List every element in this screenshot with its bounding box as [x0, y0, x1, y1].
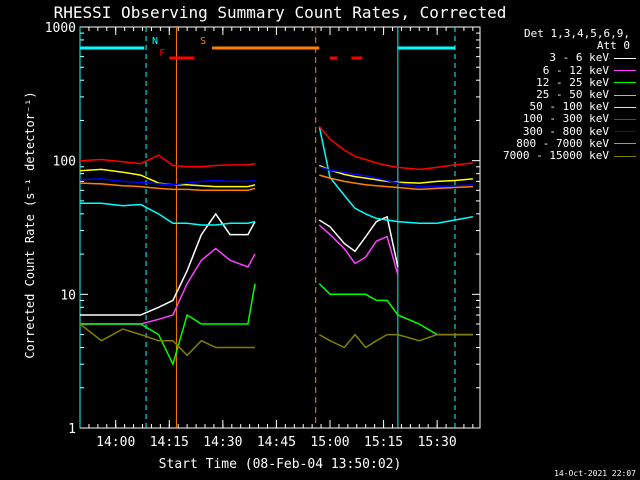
legend-label: 3 - 6 keV [549, 51, 609, 65]
legend-item: 25 - 50 keV [488, 88, 636, 102]
legend-swatch [614, 131, 636, 133]
series-line [318, 333, 473, 349]
x-tick-label: 15:30 [418, 435, 457, 450]
status-label: N [152, 36, 158, 47]
legend-item: 6 - 12 keV [488, 63, 636, 77]
series-line [318, 126, 474, 225]
series-line [80, 283, 256, 367]
legend-header-line2: Att 0 [596, 39, 630, 53]
legend-swatch [614, 106, 636, 108]
legend-swatch [614, 143, 636, 145]
legend-label: 100 - 300 keV [522, 112, 609, 126]
legend-item: 100 - 300 keV [488, 113, 636, 125]
legend-label: 12 - 25 keV [536, 75, 609, 89]
legend-swatch [614, 82, 636, 84]
y-tick-label: 10 [60, 288, 76, 303]
legend-item: 300 - 800 keV [488, 124, 636, 138]
legend-swatch [614, 70, 636, 72]
legend-label: 6 - 12 keV [542, 63, 609, 77]
x-tick-label: 14:00 [96, 435, 135, 450]
legend-item: 800 - 7000 keV [488, 136, 636, 150]
legend-swatch [614, 119, 636, 121]
series-line [319, 166, 473, 188]
legend-item: 7000 - 15000 keV [488, 149, 636, 163]
x-tick-label: 15:00 [310, 435, 349, 450]
status-label: F [159, 48, 165, 59]
legend-item: 50 - 100 keV [488, 101, 636, 113]
series-line [318, 224, 399, 276]
status-label: S [200, 36, 206, 47]
x-axis-label: Start Time (08-Feb-04 13:50:02) [159, 457, 402, 472]
series-line [79, 178, 256, 186]
series-line [79, 323, 255, 357]
series-line [80, 212, 256, 316]
x-tick-label: 14:15 [150, 435, 189, 450]
legend-item: 12 - 25 keV [488, 75, 636, 89]
legend-label: 7000 - 15000 keV [503, 149, 609, 163]
x-tick-label: 15:15 [364, 435, 403, 450]
legend-swatch [614, 58, 636, 59]
series-line [79, 168, 256, 188]
legend: Det 1,3,4,5,6,9, Att 0 3 - 6 keV 6 - 12 k… [488, 27, 636, 163]
y-axis-label: Corrected Count Rate (s⁻¹ detector⁻¹) [23, 91, 37, 358]
legend-swatch [614, 94, 636, 96]
series-line [319, 174, 473, 191]
legend-item: 3 - 6 keV [488, 52, 636, 64]
series-line [319, 164, 473, 184]
series-line [318, 126, 473, 171]
plot-area: 1 10 100 1000 14:00 14:15 14:30 14:45 15:00 15:15… [45, 21, 481, 450]
legend-label: 25 - 50 keV [536, 88, 609, 102]
y-tick-label: 100 [53, 155, 76, 170]
legend-swatch [614, 155, 636, 157]
y-tick-label: 1 [68, 422, 76, 437]
y-tick-label: 1000 [45, 21, 76, 36]
series-line [79, 182, 256, 192]
legend-header-line1: Det 1,3,4,5,6,9, [524, 27, 630, 40]
chart-title: RHESSI Observing Summary Count Rates, Co… [54, 3, 507, 22]
footer-date: 14-Oct-2021 22:07 [554, 469, 636, 478]
legend-label: 800 - 7000 keV [516, 136, 609, 150]
series-line [79, 154, 256, 168]
series-line [318, 215, 399, 268]
series-line [80, 202, 256, 226]
x-tick-label: 14:30 [203, 435, 242, 450]
legend-label: 50 - 100 keV [529, 100, 609, 114]
legend-label: 300 - 800 keV [522, 124, 609, 138]
x-tick-label: 14:45 [257, 435, 296, 450]
